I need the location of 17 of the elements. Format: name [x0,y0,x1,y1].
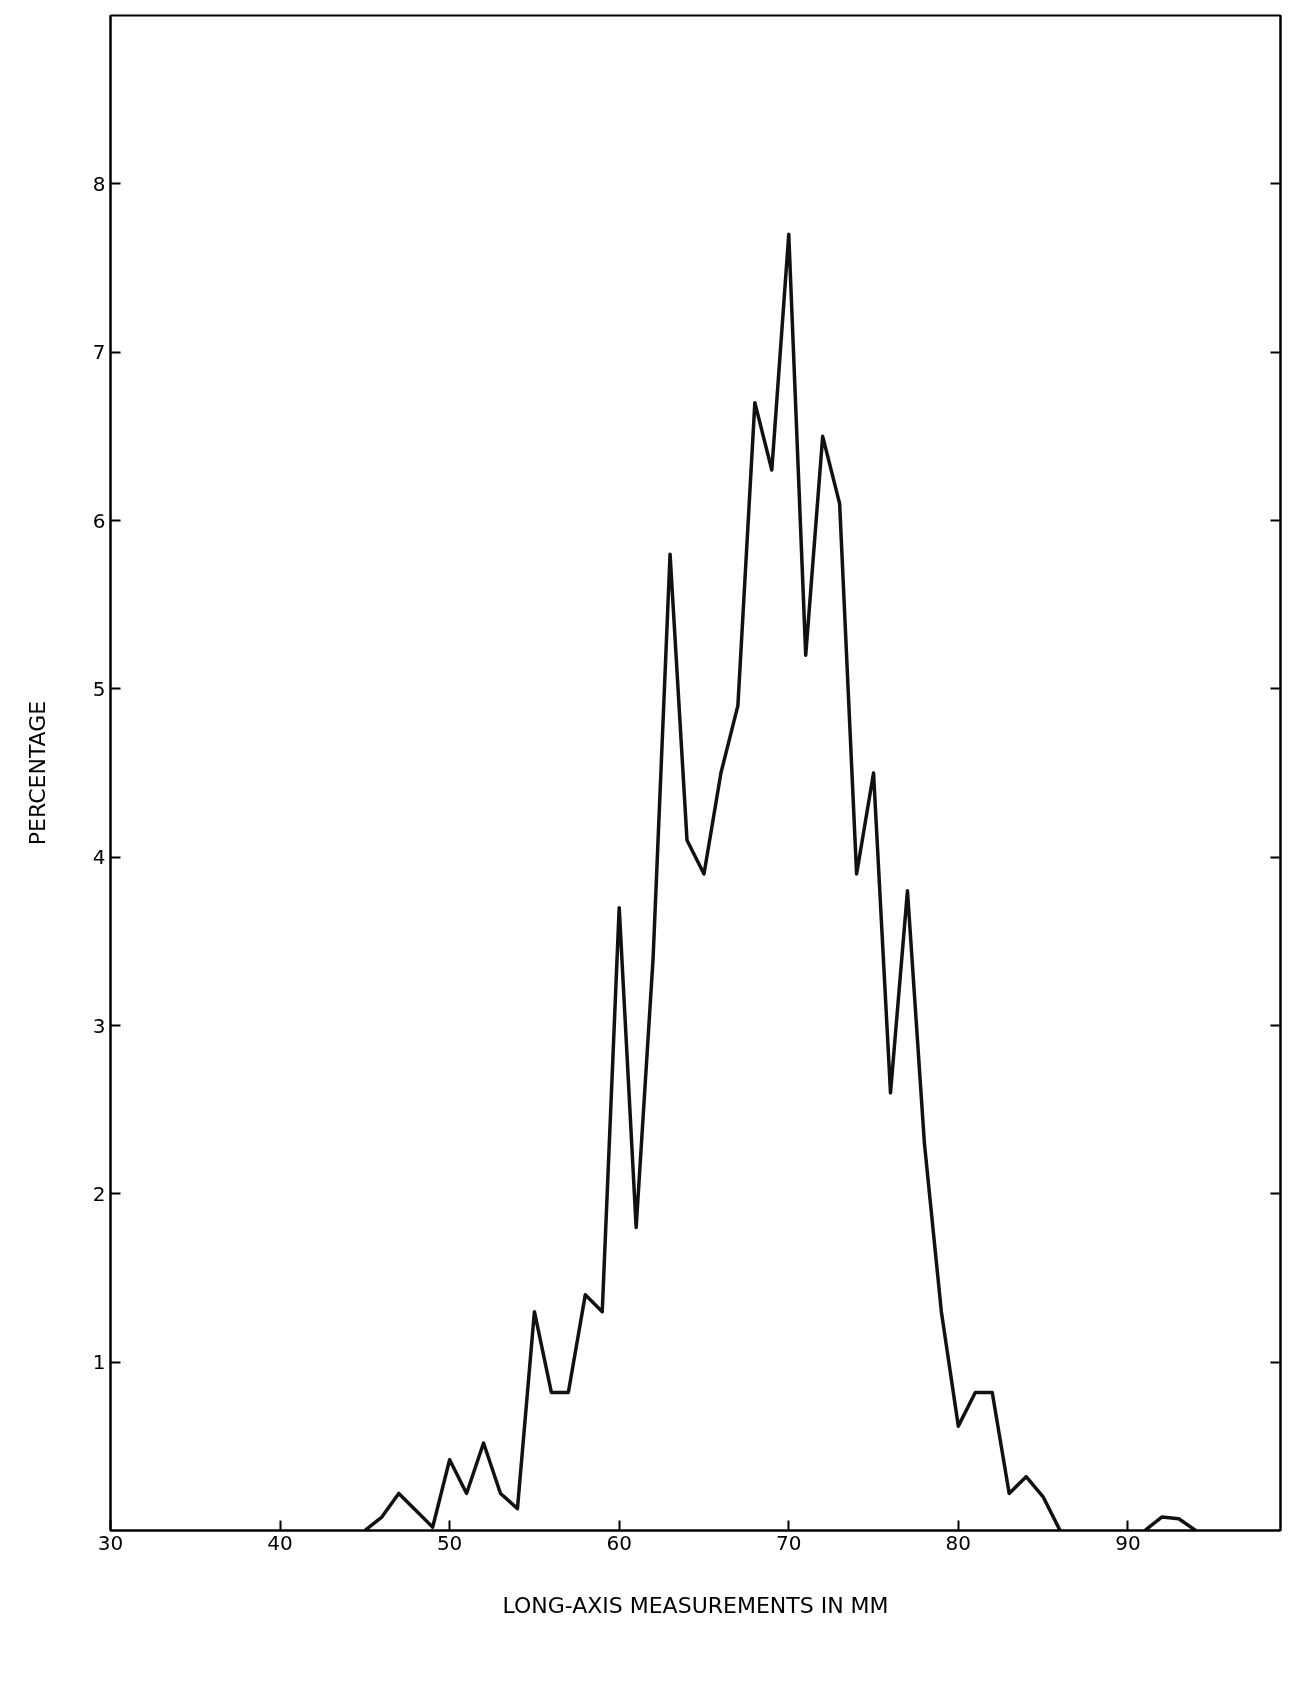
x-tick-label: 70 [776,1530,802,1555]
y-tick-label: 8 [92,171,106,196]
y-axis-title: PERCENTAGE [24,700,50,846]
x-tick-label: 80 [945,1530,972,1555]
y-tick-label: 5 [92,676,106,701]
y-tick-label: 7 [92,340,106,365]
x-tick-label: 60 [606,1530,632,1555]
y-tick-label: 4 [92,845,106,870]
y-tick-label: 6 [92,508,106,533]
y-tick-label: 1 [92,1350,106,1375]
x-axis-title: LONG-AXIS MEASUREMENTS IN MM [502,1592,889,1618]
x-tick-label: 90 [1115,1530,1141,1555]
y-tick-label: 3 [92,1013,106,1038]
y-tick-label: 2 [92,1181,106,1206]
x-tick-label: 50 [436,1530,463,1555]
x-tick-label: 30 [97,1530,124,1555]
x-tick-label: 40 [267,1530,293,1555]
